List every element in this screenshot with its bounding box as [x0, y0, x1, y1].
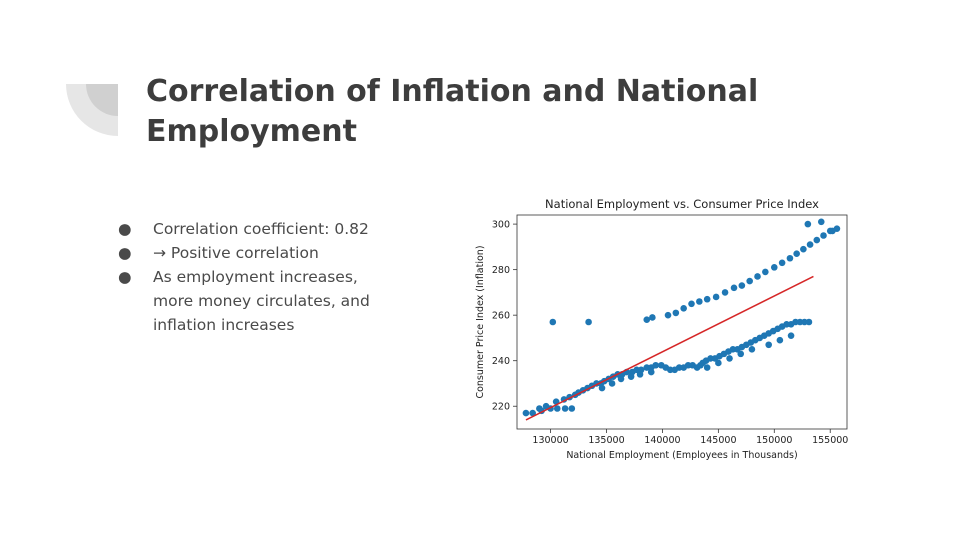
x-tick-label: 130000 — [532, 435, 568, 446]
plot-frame — [516, 214, 848, 430]
decorative-corner-shape — [66, 84, 118, 136]
data-point — [703, 295, 711, 303]
data-point — [696, 298, 703, 305]
data-point — [608, 380, 616, 387]
bullet-text: As employment increases, more money circ… — [153, 268, 370, 334]
bullet-dot: ● — [118, 244, 132, 262]
bullet-dot: ● — [118, 268, 132, 286]
data-point — [664, 311, 672, 319]
y-axis-label: Consumer Price Index (Inflation) — [475, 245, 486, 398]
data-point — [813, 236, 821, 244]
x-tick-label: 145000 — [700, 435, 736, 446]
bullet-item: ● → Positive correlation — [118, 241, 388, 265]
bullet-item: ● As employment increases, more money cir… — [118, 265, 388, 337]
data-point — [754, 273, 761, 280]
bullet-list: ● Correlation coefficient: 0.82 ● → Positi… — [118, 217, 388, 337]
y-axis-ticks: 220 240 260 280 300 — [492, 220, 517, 413]
y-tick-label: 220 — [492, 402, 510, 413]
y-tick-label: 260 — [492, 311, 510, 322]
regression-line — [525, 275, 814, 421]
data-point — [786, 254, 794, 262]
data-point — [703, 364, 711, 371]
bullet-item: ● Correlation coefficient: 0.82 — [118, 217, 388, 241]
data-point — [730, 284, 738, 292]
bullet-text: Correlation coefficient: 0.82 — [153, 220, 369, 238]
data-point — [627, 373, 635, 380]
x-tick-label: 140000 — [644, 435, 680, 446]
data-point — [746, 277, 753, 285]
bullet-text: → Positive correlation — [153, 244, 319, 262]
data-point — [765, 341, 772, 349]
data-point — [817, 218, 825, 226]
data-point — [568, 405, 576, 412]
y-tick-label: 280 — [492, 265, 510, 276]
y-tick-label: 240 — [492, 356, 510, 367]
data-point — [680, 305, 687, 312]
data-point — [805, 318, 813, 326]
data-point — [652, 361, 660, 369]
scatter-chart: National Employment vs. Consumer Price I… — [475, 197, 848, 461]
data-point — [549, 318, 557, 326]
data-point — [636, 371, 644, 378]
bullet-dot: ● — [118, 220, 132, 238]
y-tick-label: 300 — [492, 220, 510, 231]
x-axis-ticks: 130000 135000 140000 145000 150000 155000 — [532, 429, 848, 446]
data-point — [776, 336, 784, 344]
data-point — [748, 346, 756, 353]
data-point — [726, 355, 733, 362]
data-point — [715, 359, 722, 367]
slide-title: Correlation of Inflation and National Em… — [146, 74, 759, 149]
chart-title: National Employment vs. Consumer Price I… — [545, 197, 819, 211]
data-point — [561, 405, 569, 412]
data-point — [688, 300, 695, 308]
data-point — [649, 314, 656, 321]
data-point — [529, 409, 536, 417]
data-point — [721, 289, 729, 296]
data-point — [770, 264, 778, 271]
data-point — [617, 375, 625, 383]
data-point — [672, 309, 680, 317]
x-tick-label: 150000 — [756, 435, 792, 446]
data-point — [643, 316, 651, 324]
data-point — [778, 259, 786, 267]
data-point — [647, 368, 655, 376]
data-point — [712, 293, 720, 301]
data-point — [787, 332, 795, 339]
data-point — [762, 268, 769, 276]
data-point — [737, 350, 745, 358]
scatter-points — [522, 218, 841, 417]
data-point — [820, 232, 827, 239]
data-point — [793, 250, 800, 258]
data-point — [829, 227, 836, 235]
data-point — [585, 318, 592, 326]
x-tick-label: 135000 — [588, 435, 624, 446]
x-tick-label: 155000 — [812, 435, 848, 446]
data-point — [522, 409, 530, 417]
data-point — [598, 384, 606, 392]
x-axis-label: National Employment (Employees in Thousa… — [566, 450, 797, 461]
data-point — [804, 220, 812, 228]
data-point — [806, 241, 814, 248]
data-point — [553, 405, 561, 412]
data-point — [738, 282, 746, 289]
data-point — [800, 245, 807, 253]
